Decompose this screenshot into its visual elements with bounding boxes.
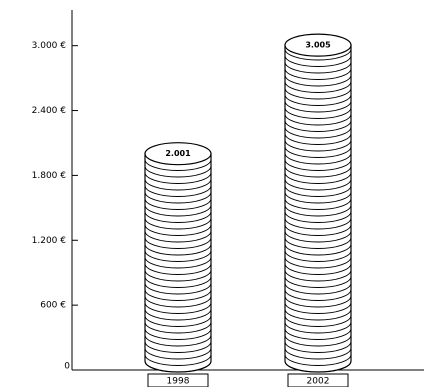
coin-stack <box>145 143 211 372</box>
chart: 0 600 € 1.200 € 1.800 € 2.400 € 3.000 € 1998 2.… <box>0 0 424 387</box>
y-tick-label: 1.200 € <box>32 236 67 246</box>
y-tick-label: 2.400 € <box>32 106 67 116</box>
value-label: 2.001 <box>165 149 191 158</box>
value-label: 3.005 <box>305 41 331 50</box>
y-tick-label: 0 <box>64 362 70 372</box>
x-tick-label: 2002 <box>307 377 330 387</box>
x-tick-label: 1998 <box>167 377 190 387</box>
y-tick-label: 3.000 € <box>32 41 67 51</box>
coin-stack <box>285 34 351 372</box>
y-tick-label: 1.800 € <box>32 171 67 181</box>
y-tick-label: 600 € <box>40 301 66 311</box>
